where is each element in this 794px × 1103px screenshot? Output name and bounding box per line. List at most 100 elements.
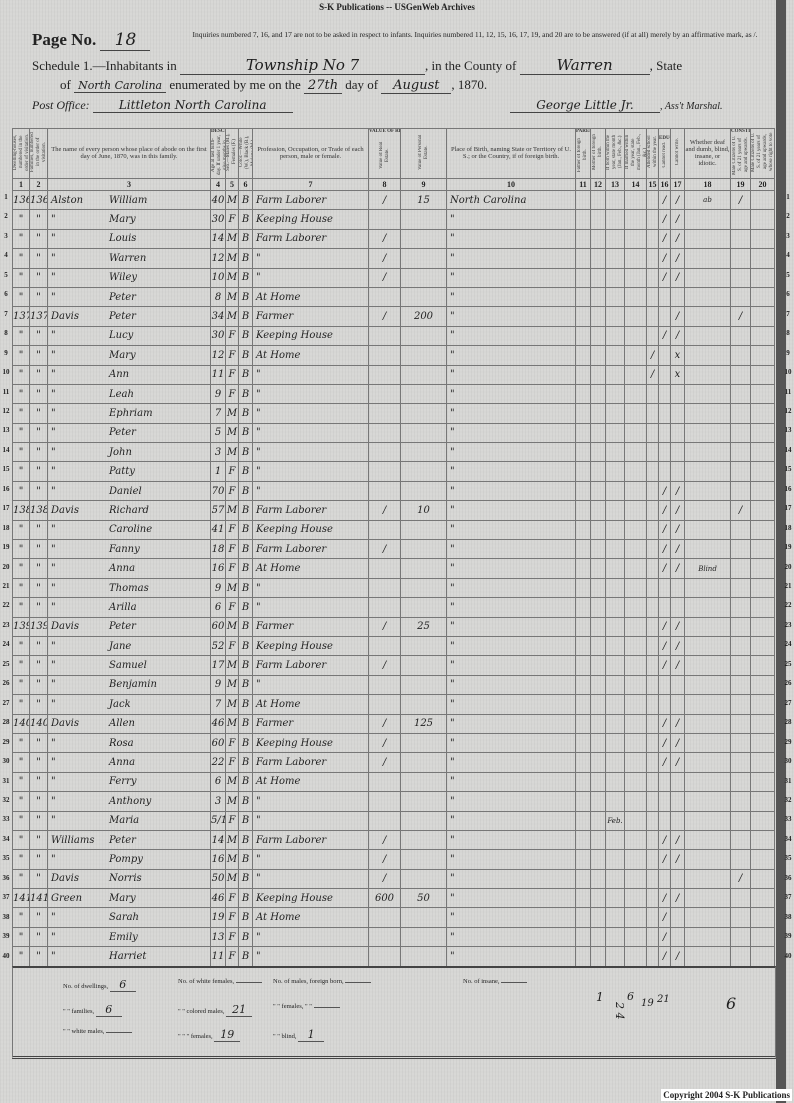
dwelling-number: " [12,325,30,347]
vote-denied [750,946,775,967]
line-number-left: 20 [2,562,10,571]
dwelling-number: " [12,946,30,967]
dwellings-count: 6 [109,978,136,992]
color: B [238,655,253,676]
column-header-19: Constitutional Relations.Male Citizens o… [730,128,751,179]
occupation: " [252,403,369,424]
surname: " [51,950,56,962]
attended-school [646,810,659,831]
birthplace: " [446,325,576,347]
vote-denied [750,577,775,599]
marriage-month [624,422,647,444]
cannot-read: / [658,325,671,347]
group-header-parentage: Parentage. [576,129,590,135]
person-name: " Peter [47,286,211,308]
table-row: " " " Mary 30 F B Keeping House " / / [12,209,775,230]
person-name: " Warren [47,248,211,269]
attended-school [646,946,659,967]
age: 40 [210,189,226,211]
line-number-right: 21 [784,582,792,590]
mother-foreign [590,655,606,676]
line-number-left: 37 [2,893,10,902]
surname: " [51,698,56,710]
marriage-month [624,345,647,366]
dwelling-number: " [12,926,30,948]
marriage-month [624,655,647,676]
attended-school [646,888,659,909]
person-name: " Harriet [47,946,211,967]
birth-month [605,558,625,579]
family-number: 140 [29,713,48,734]
color: B [238,674,253,696]
personal-estate-value [400,810,447,831]
attended-school [646,189,659,211]
age: 12 [210,248,226,269]
line-number-right: 27 [784,698,792,707]
attended-school [646,442,659,463]
male-citizen [730,771,751,793]
column-number: 17 [670,178,685,191]
cannot-write [670,791,685,812]
color: B [238,267,253,288]
father-foreign [575,383,591,405]
surname: " [51,252,56,264]
real-estate-value [368,364,401,385]
line-number-right: 29 [784,737,792,746]
given-name: William [109,194,148,206]
birth-month [605,694,625,715]
marriage-month [624,791,647,812]
cannot-write: / [670,713,685,734]
surname: " [51,214,56,226]
surname: Davis [51,504,79,516]
color: B [238,228,253,250]
marriage-month [624,442,647,463]
age: 7 [210,403,226,424]
cannot-write [670,403,685,424]
real-estate-value [368,403,401,424]
personal-estate-value [400,364,447,385]
column-number: 13 [605,178,625,191]
dwelling-number: " [12,655,30,676]
cannot-write [670,868,685,890]
dwelling-number: 141 [12,888,30,909]
father-foreign [575,480,591,502]
line-number-left: 23 [2,620,10,629]
vote-denied [750,500,775,521]
occupation: " [252,461,369,482]
cannot-write [670,810,685,831]
cannot-write [670,771,685,793]
family-number: " [29,558,48,579]
disability [684,422,731,444]
vote-denied [750,422,775,444]
mother-foreign [590,558,606,579]
personal-estate-value [400,791,447,812]
dwelling-number: " [12,286,30,308]
given-name: Peter [109,427,136,439]
mother-foreign [590,577,606,599]
cannot-read [658,461,671,482]
color: B [238,500,253,521]
personal-estate-value [400,461,447,482]
county: Warren [519,56,650,75]
table-row: " " " John 3 M B " " [12,442,775,463]
vote-denied [750,306,775,327]
marriage-month [624,519,647,541]
personal-estate-value [400,694,447,715]
attended-school [646,791,659,812]
color: B [238,539,253,560]
birth-month [605,442,625,463]
birth-month [605,829,625,851]
sex: M [225,791,239,812]
table-row: 138138DavisRichard57MBFarm Laborer/10"//… [12,500,775,521]
person-name: " John [47,442,211,463]
family-number: " [29,752,48,773]
mother-foreign [590,189,606,211]
disability [684,267,731,288]
column-header-9: Value of Personal Estate. [400,128,447,179]
birth-month [605,539,625,560]
occupation: " [252,422,369,444]
sex: F [225,635,239,657]
mother-foreign [590,791,606,812]
line-number-left: 5 [4,270,8,279]
sex: F [225,888,239,909]
